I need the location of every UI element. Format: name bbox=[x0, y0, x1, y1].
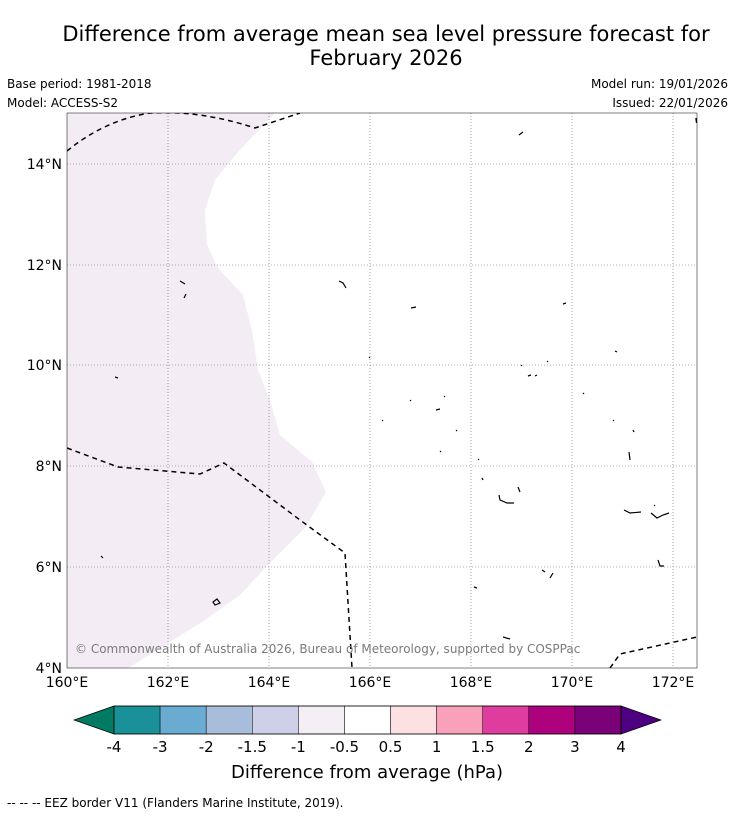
model-run: Model run: 19/01/2026 bbox=[590, 77, 728, 91]
island bbox=[409, 395, 446, 411]
colorbar-high-extend bbox=[620, 705, 663, 735]
map-panel: © Commonwealth of Australia 2026, Bureau… bbox=[66, 112, 698, 669]
map-frame bbox=[66, 112, 698, 669]
x-tick-label: 170°E bbox=[551, 675, 594, 691]
eez-border-northeast bbox=[695, 117, 697, 127]
x-tick-label: 168°E bbox=[450, 675, 493, 691]
island bbox=[179, 280, 187, 299]
eez-border-north bbox=[67, 113, 301, 152]
y-tick-label: 12°N bbox=[27, 258, 62, 274]
chart-title: Difference from average mean sea level p… bbox=[0, 22, 736, 70]
y-tick-label: 14°N bbox=[27, 157, 62, 173]
island bbox=[100, 555, 104, 559]
island bbox=[502, 636, 511, 640]
eez-footnote: -- -- -- EEZ border V11 (Flanders Marine… bbox=[7, 796, 344, 810]
colorbar-segment bbox=[436, 705, 483, 735]
colorbar-tick-label: -1 bbox=[291, 738, 306, 756]
colorbar-tick-label: -0.5 bbox=[330, 738, 359, 756]
colorbar: -4 -3 -2 -1.5 -1 -0.5 0.5 1 1.5 2 3 4 Difference fr… bbox=[72, 705, 663, 783]
colorbar-tick-label: 1.5 bbox=[471, 738, 495, 756]
colorbar-segment bbox=[528, 705, 576, 735]
island bbox=[653, 504, 656, 507]
model-name: Model: ACCESS-S2 bbox=[7, 96, 119, 110]
meta-left: Base period: 1981-2018 Model: ACCESS-S2 bbox=[7, 75, 152, 113]
colorbar-tick-label: 0.5 bbox=[379, 738, 403, 756]
graticule bbox=[67, 113, 697, 668]
island bbox=[410, 306, 417, 309]
island bbox=[541, 569, 554, 579]
island bbox=[657, 559, 664, 567]
island bbox=[368, 356, 371, 359]
colorbar-tick-label: -4 bbox=[107, 738, 122, 756]
colorbar-tick-label: -3 bbox=[153, 738, 168, 756]
islands bbox=[100, 131, 670, 640]
colorbar-segment bbox=[252, 705, 299, 735]
colorbar-label: Difference from average (hPa) bbox=[231, 762, 503, 783]
island bbox=[520, 360, 549, 377]
x-tick-label: 160°E bbox=[46, 675, 89, 691]
colorbar-segment bbox=[159, 705, 207, 735]
island bbox=[582, 392, 585, 395]
island bbox=[518, 131, 524, 136]
colorbar-segment bbox=[574, 705, 622, 735]
colorbar-segment bbox=[482, 705, 530, 735]
colorbar-tick-label: -2 bbox=[199, 738, 214, 756]
colorbar-segment bbox=[205, 705, 253, 735]
colorbar-low-extend bbox=[72, 705, 115, 735]
colorbar-tick-label: 4 bbox=[616, 738, 626, 756]
y-tick-label: 6°N bbox=[36, 560, 62, 576]
y-tick-label: 8°N bbox=[36, 459, 62, 475]
island bbox=[212, 598, 221, 606]
eez-borders bbox=[67, 113, 697, 668]
copyright-notice: © Commonwealth of Australia 2026, Bureau… bbox=[75, 642, 580, 656]
colorbar-tick-label: 3 bbox=[570, 738, 580, 756]
island bbox=[381, 419, 635, 461]
title-line-2: February 2026 bbox=[309, 46, 463, 70]
x-tick-label: 172°E bbox=[652, 675, 695, 691]
colorbar-frame bbox=[113, 705, 622, 735]
x-axis: 160°E 162°E 164°E 166°E 168°E 170°E 172°… bbox=[46, 675, 695, 691]
island bbox=[623, 509, 670, 519]
colorbar-segment bbox=[298, 705, 345, 735]
y-tick-label: 4°N bbox=[36, 661, 62, 677]
y-tick-label: 10°N bbox=[27, 358, 62, 374]
x-tick-label: 166°E bbox=[349, 675, 392, 691]
island bbox=[338, 280, 347, 289]
y-axis: 14°N 12°N 10°N 8°N 6°N 4°N bbox=[27, 157, 62, 677]
negative-anomaly-region bbox=[67, 113, 326, 668]
colorbar-tick-label: 2 bbox=[524, 738, 534, 756]
meta-right: Model run: 19/01/2026 Issued: 22/01/2026 bbox=[591, 75, 728, 113]
eez-border-west bbox=[67, 447, 353, 668]
issued-date: Issued: 22/01/2026 bbox=[612, 96, 728, 110]
island bbox=[473, 586, 478, 589]
island bbox=[614, 350, 618, 353]
colorbar-segments bbox=[113, 705, 622, 735]
base-period: Base period: 1981-2018 bbox=[7, 77, 152, 91]
colorbar-tick-labels: -4 -3 -2 -1.5 -1 -0.5 0.5 1 1.5 2 3 4 bbox=[107, 738, 626, 756]
colorbar-segment bbox=[344, 705, 391, 735]
x-tick-label: 162°E bbox=[147, 675, 190, 691]
title-line-1: Difference from average mean sea level p… bbox=[62, 22, 710, 46]
colorbar-tick-label: 1 bbox=[432, 738, 442, 756]
x-tick-label: 164°E bbox=[248, 675, 291, 691]
colorbar-segment bbox=[113, 705, 161, 735]
island bbox=[477, 458, 484, 481]
colorbar-segment bbox=[390, 705, 437, 735]
island bbox=[114, 376, 119, 379]
island bbox=[498, 486, 521, 504]
island bbox=[562, 302, 567, 305]
colorbar-tick-label: -1.5 bbox=[238, 738, 267, 756]
